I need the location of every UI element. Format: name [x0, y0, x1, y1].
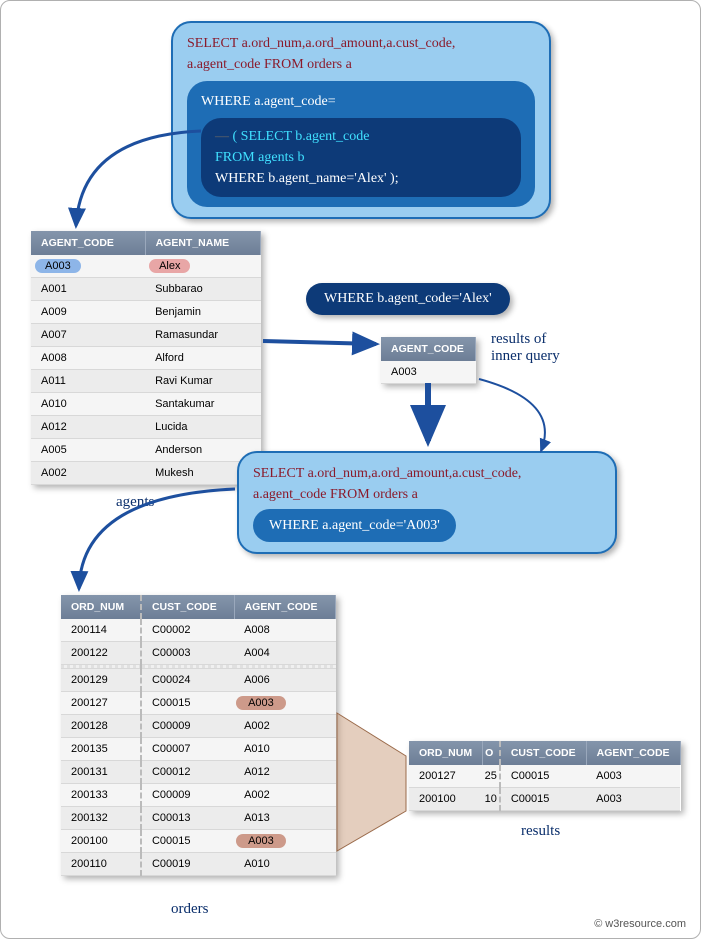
orders-cell: A002	[234, 784, 335, 807]
agent-code-cell: A008	[31, 347, 145, 370]
orders-cell: C00024	[141, 669, 234, 692]
agent-code-cell: A005	[31, 439, 145, 462]
agent-code-cell: A010	[31, 393, 145, 416]
agent-name-cell: Lucida	[145, 416, 260, 439]
orders-cell: 200122	[61, 642, 141, 665]
result-cell: C00015	[500, 765, 586, 788]
orders-cell: 200127	[61, 692, 141, 715]
agent-code-cell: A002	[31, 462, 145, 485]
res-col-agent: AGENT_CODE	[586, 741, 680, 765]
res-col-o: O	[483, 741, 500, 765]
sub-line1: ( SELECT b.agent_code	[233, 129, 370, 144]
footer-credit: w3resource.com	[594, 918, 686, 930]
sub-where: WHERE a.agent_code='A003'	[253, 509, 456, 542]
agent-name-cell: Alford	[145, 347, 260, 370]
result-cell: 200127	[409, 765, 483, 788]
agents-col-name: AGENT_NAME	[145, 231, 260, 255]
orders-cell: C00019	[141, 853, 234, 876]
inner-result-label: results of inner query	[491, 331, 560, 365]
orders-cell: C00002	[141, 619, 234, 642]
sql-line1: SELECT a.ord_num,a.ord_amount,a.cust_cod…	[187, 33, 535, 54]
orders-cell: A002	[234, 715, 335, 738]
orders-cell: C00003	[141, 642, 234, 665]
sub-sql-line1: SELECT a.ord_num,a.ord_amount,a.cust_cod…	[253, 463, 601, 484]
where-pill: WHERE b.agent_code='Alex'	[306, 283, 510, 315]
res-col-cust: CUST_CODE	[500, 741, 586, 765]
orders-cell: 200129	[61, 669, 141, 692]
results-table: ORD_NUM O CUST_CODE AGENT_CODE 20012725C…	[409, 741, 681, 811]
where-clause: WHERE a.agent_code= — ( SELECT b.agent_c…	[187, 81, 535, 207]
agents-caption: agents	[116, 494, 154, 511]
orders-col-ord: ORD_NUM	[61, 595, 141, 619]
res-col-ord: ORD_NUM	[409, 741, 483, 765]
inner-val: A003	[381, 361, 476, 384]
orders-cell: A008	[234, 619, 335, 642]
orders-cell: 200128	[61, 715, 141, 738]
subquery-block: — ( SELECT b.agent_code FROM agents b WH…	[201, 118, 521, 197]
orders-cell: C00007	[141, 738, 234, 761]
inner-col: AGENT_CODE	[381, 337, 476, 361]
sql-line2: a.agent_code FROM orders a	[187, 54, 535, 75]
orders-cell: C00015	[141, 830, 234, 853]
orders-cell: C00013	[141, 807, 234, 830]
orders-caption: orders	[171, 901, 209, 918]
orders-col-cust: CUST_CODE	[141, 595, 234, 619]
result-cell: 200100	[409, 788, 483, 811]
orders-cell: A010	[234, 853, 335, 876]
agent-name-cell: Ravi Kumar	[145, 370, 260, 393]
agent-name-cell: Santakumar	[145, 393, 260, 416]
orders-cell: C00009	[141, 784, 234, 807]
results-caption: results	[521, 823, 560, 840]
orders-cell: 200110	[61, 853, 141, 876]
orders-cell: A010	[234, 738, 335, 761]
orders-cell: 200133	[61, 784, 141, 807]
orders-cell: C00015	[141, 692, 234, 715]
result-cell: 25	[483, 765, 500, 788]
orders-cell: 200114	[61, 619, 141, 642]
orders-col-agent: AGENT_CODE	[234, 595, 335, 619]
orders-cell: C00012	[141, 761, 234, 784]
agent-name-cell: Subbarao	[145, 278, 260, 301]
orders-cell: A013	[234, 807, 335, 830]
result-cell: C00015	[500, 788, 586, 811]
result-cell: A003	[586, 765, 680, 788]
orders-cell: 200131	[61, 761, 141, 784]
agent-name-cell: Ramasundar	[145, 324, 260, 347]
sub-line3: WHERE b.agent_name='Alex' );	[215, 171, 399, 186]
agent-code-cell: A007	[31, 324, 145, 347]
agent-code-cell: A001	[31, 278, 145, 301]
sub-sql-line2: a.agent_code FROM orders a	[253, 484, 601, 505]
substituted-sql-block: SELECT a.ord_num,a.ord_amount,a.cust_cod…	[237, 451, 617, 554]
agent-code-cell: A012	[31, 416, 145, 439]
orders-cell: A004	[234, 642, 335, 665]
inner-result-table: AGENT_CODE A003	[381, 337, 476, 384]
result-cell: A003	[586, 788, 680, 811]
orders-cell: A003	[234, 830, 335, 853]
orders-cell: A003	[234, 692, 335, 715]
orders-cell: 200135	[61, 738, 141, 761]
orders-table: ORD_NUM CUST_CODE AGENT_CODE 200114C0000…	[61, 595, 336, 876]
agent-code-cell: A003	[31, 255, 145, 278]
agents-col-code: AGENT_CODE	[31, 231, 145, 255]
agent-code-cell: A011	[31, 370, 145, 393]
agent-code-cell: A009	[31, 301, 145, 324]
orders-cell: A012	[234, 761, 335, 784]
orders-cell: 200100	[61, 830, 141, 853]
agents-table: AGENT_CODE AGENT_NAME A003AlexA001Subbar…	[31, 231, 261, 485]
where-text: WHERE a.agent_code=	[201, 91, 521, 112]
orders-cell: A006	[234, 669, 335, 692]
agent-name-cell: Benjamin	[145, 301, 260, 324]
sub-line2: FROM agents b	[215, 150, 304, 165]
orders-cell: C00009	[141, 715, 234, 738]
agent-name-cell: Alex	[145, 255, 260, 278]
result-cell: 10	[483, 788, 500, 811]
orders-cell: 200132	[61, 807, 141, 830]
main-sql-block: SELECT a.ord_num,a.ord_amount,a.cust_cod…	[171, 21, 551, 219]
